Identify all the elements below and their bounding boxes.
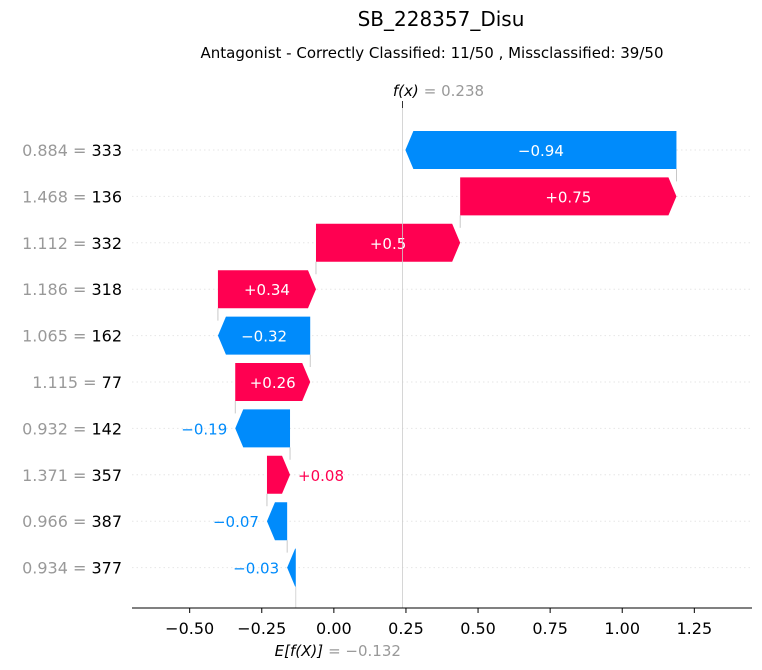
x-axis: −0.50 −0.25 0.00 0.25 0.50 0.75 1.00 1.25 <box>132 607 752 638</box>
ex-label: E[f(X)] = −0.132 <box>275 642 401 660</box>
feature-name: 332 <box>91 234 122 253</box>
bar-142 <box>235 409 291 448</box>
contribution-label: +0.5 <box>370 235 406 253</box>
contribution-label: +0.34 <box>244 281 290 299</box>
feature-name: 142 <box>91 419 122 438</box>
feature-value: 0.932 = <box>22 419 91 438</box>
feature-value: 1.065 = <box>22 327 91 346</box>
bar-357 <box>266 455 291 494</box>
x-tick-label: 1.00 <box>604 619 640 638</box>
feature-name: 318 <box>91 280 122 299</box>
ex-label-value: = −0.132 <box>328 642 401 660</box>
fx-annotation: f(x) = 0.238 <box>393 82 484 608</box>
bar-136 <box>460 177 677 216</box>
row-label: 0.966 = 387 <box>22 512 122 531</box>
feature-value: 1.115 = <box>32 373 101 392</box>
contribution-label: −0.94 <box>518 142 564 160</box>
contribution-label: −0.32 <box>241 328 287 346</box>
x-tick-label: 0.50 <box>460 619 496 638</box>
fx-label-name: f(x) <box>393 82 419 100</box>
row-label: 1.115 = 77 <box>32 373 122 392</box>
feature-value: 0.966 = <box>22 512 91 531</box>
contribution-label: −0.03 <box>233 560 279 578</box>
row-labels: 0.884 = 333 1.468 = 136 1.112 = 332 1.186 =… <box>22 141 122 578</box>
bar-332 <box>315 223 461 262</box>
x-tick-label: 1.25 <box>677 619 713 638</box>
bar-377 <box>287 548 296 587</box>
feature-name: 136 <box>91 187 122 206</box>
row-label: 1.371 = 357 <box>22 466 122 485</box>
feature-value: 1.112 = <box>22 234 91 253</box>
x-tick-label: −0.50 <box>165 619 214 638</box>
feature-name: 77 <box>102 373 122 392</box>
feature-value: 0.934 = <box>22 559 91 578</box>
bar-162 <box>217 316 311 355</box>
row-label: 0.932 = 142 <box>22 419 122 438</box>
x-tick-label: 0.00 <box>316 619 352 638</box>
chart-subtitle: Antagonist - Correctly Classified: 11/50… <box>201 44 664 62</box>
contribution-label: −0.19 <box>181 420 227 438</box>
row-label: 1.112 = 332 <box>22 234 122 253</box>
fx-label-value: = 0.238 <box>424 82 484 100</box>
x-tick-label: 0.75 <box>532 619 568 638</box>
row-label: 1.065 = 162 <box>22 327 122 346</box>
contribution-label: −0.07 <box>213 513 259 531</box>
bar-333 <box>405 131 677 169</box>
contribution-label: +0.26 <box>250 374 296 392</box>
fx-label: f(x) = 0.238 <box>393 82 484 100</box>
bar-318 <box>217 270 316 309</box>
bar-387 <box>266 502 288 541</box>
feature-name: 162 <box>91 327 122 346</box>
x-tick-label: 0.25 <box>388 619 424 638</box>
feature-value: 1.186 = <box>22 280 91 299</box>
contribution-label: +0.08 <box>298 467 344 485</box>
row-label: 0.934 = 377 <box>22 559 122 578</box>
ex-label-name: E[f(X)] <box>275 642 324 660</box>
feature-name: 377 <box>91 559 122 578</box>
bar-77 <box>235 363 311 401</box>
x-tick-label: −0.25 <box>237 619 286 638</box>
feature-name: 357 <box>91 466 122 485</box>
feature-name: 333 <box>91 141 122 160</box>
ex-annotation: E[f(X)] = −0.132 <box>275 586 401 660</box>
chart-title: SB_228357_Disu <box>358 7 525 31</box>
feature-name: 387 <box>91 512 122 531</box>
feature-value: 0.884 = <box>22 141 91 160</box>
row-label: 1.186 = 318 <box>22 280 122 299</box>
row-label: 0.884 = 333 <box>22 141 122 160</box>
bars-layer: −0.94 +0.75 +0.5 +0.34 −0.32 +0.26 −0.19 +0.08 −… <box>181 131 677 587</box>
feature-value: 1.468 = <box>22 187 91 206</box>
contribution-label: +0.75 <box>545 188 591 206</box>
row-label: 1.468 = 136 <box>22 187 122 206</box>
feature-value: 1.371 = <box>22 466 91 485</box>
